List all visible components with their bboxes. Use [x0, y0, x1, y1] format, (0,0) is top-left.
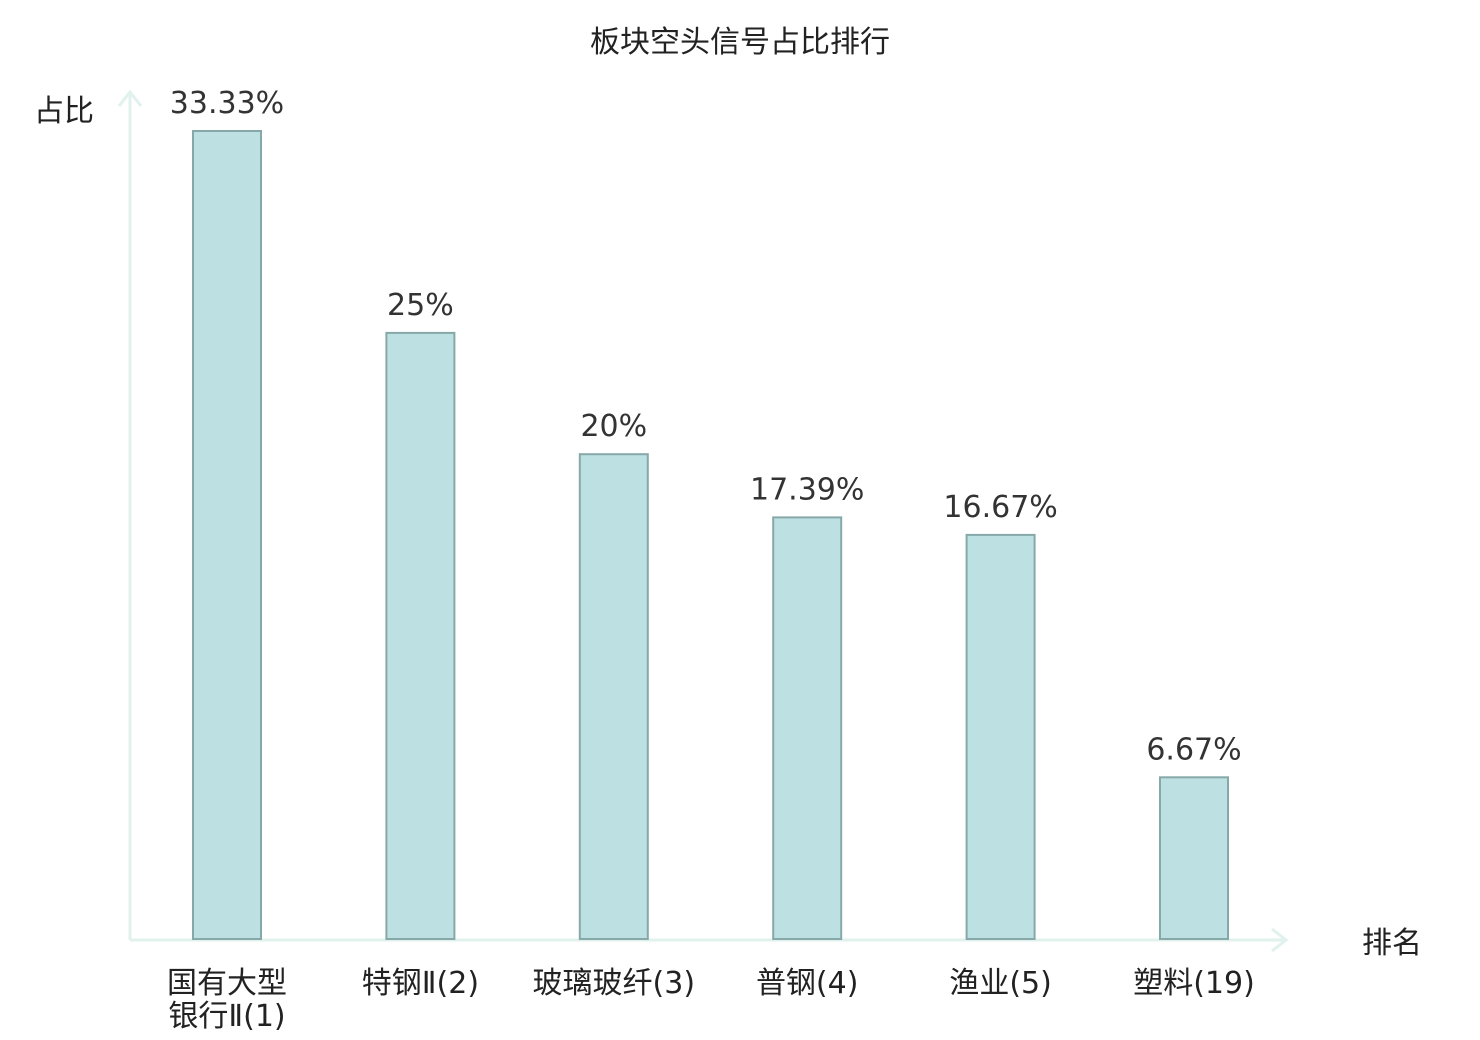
category-label-6: 塑料(19) — [1133, 966, 1255, 1001]
bar-5 — [965, 533, 1036, 941]
bar-value-label-2: 25% — [387, 288, 454, 323]
bar-2 — [385, 331, 456, 940]
bar-value-label-4: 17.39% — [750, 472, 864, 507]
bar-4 — [772, 516, 843, 941]
y-axis-arrow — [117, 89, 143, 107]
y-axis — [117, 89, 143, 940]
x-axis-arrow — [1271, 927, 1289, 953]
bar-value-label-6: 6.67% — [1146, 732, 1241, 767]
category-label-1: 国有大型银行Ⅱ(1) — [167, 966, 287, 1034]
bar-6 — [1159, 776, 1229, 940]
bar-value-label-3: 20% — [580, 409, 647, 444]
category-labels-group: 国有大型银行Ⅱ(1) 特钢Ⅱ(2) 玻璃玻纤(3) 普钢(4) 渔业(5) 塑料(19) — [167, 966, 1255, 1034]
x-axis-label: 排名 — [1362, 926, 1422, 961]
category-label-5: 渔业(5) — [949, 966, 1052, 1001]
x-axis — [130, 927, 1289, 953]
bar-3 — [578, 453, 649, 940]
bar-value-label-1: 33.33% — [170, 86, 284, 121]
category-label-4: 普钢(4) — [756, 966, 859, 1001]
bar-1 — [192, 130, 262, 940]
bar-value-label-5: 16.67% — [943, 490, 1057, 525]
y-axis-label: 占比 — [34, 94, 94, 129]
category-label-3: 玻璃玻纤(3) — [533, 966, 696, 1001]
bars-group — [192, 130, 1229, 941]
value-labels-group: 33.33% 25% 20% 17.39% 16.67% 6.67% — [170, 86, 1242, 767]
category-label-2: 特钢Ⅱ(2) — [362, 966, 479, 1001]
chart-title: 板块空头信号占比排行 — [590, 25, 890, 60]
